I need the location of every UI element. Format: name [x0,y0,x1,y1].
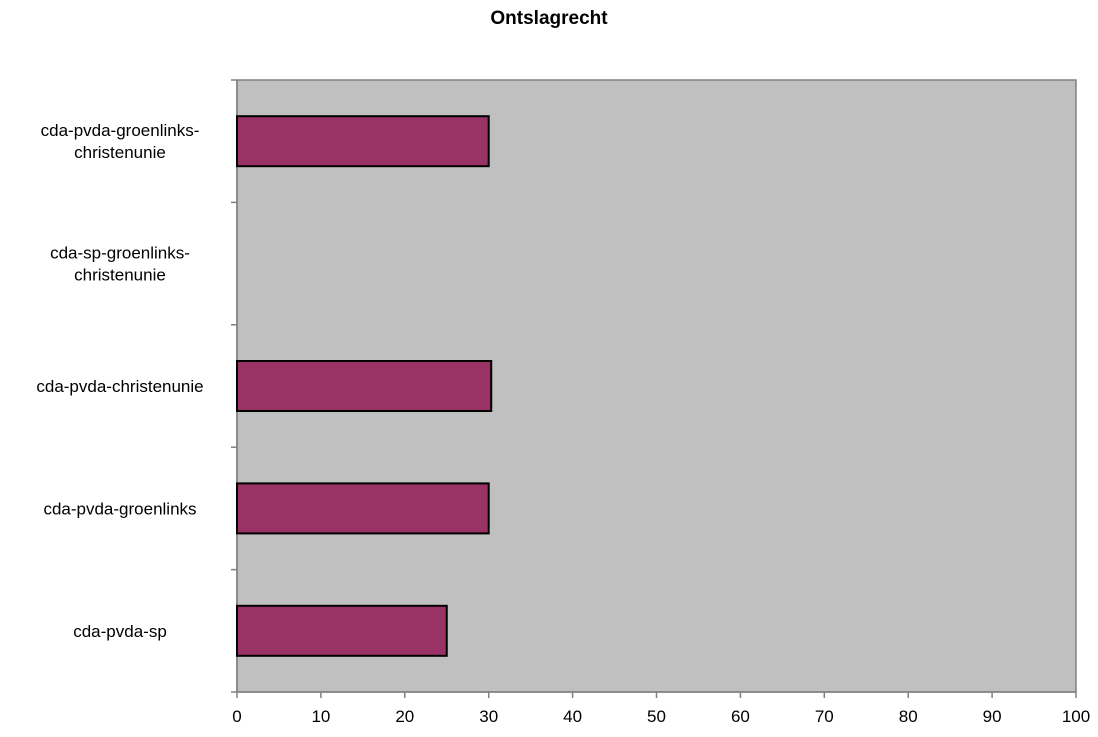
x-tick-label: 80 [899,707,918,726]
x-tick-label: 40 [563,707,582,726]
x-tick-label: 0 [232,707,241,726]
x-tick-label: 100 [1062,707,1090,726]
bar [236,482,490,535]
bar [236,115,490,168]
x-tick-label: 30 [479,707,498,726]
category-label: cda-pvda-groenlinks-christenunie [41,121,200,162]
category-label: cda-pvda-groenlinks [43,499,196,518]
category-label: cda-sp-groenlinks-christenunie [50,244,190,285]
x-tick-label: 60 [731,707,750,726]
chart-title: Ontslagrecht [490,8,608,29]
x-tick-label: 90 [983,707,1002,726]
category-label: cda-pvda-sp [73,622,167,641]
x-tick-label: 20 [395,707,414,726]
x-tick-label: 10 [311,707,330,726]
x-tick-label: 70 [815,707,834,726]
bar [236,604,448,657]
category-label: cda-pvda-christenunie [36,377,203,396]
bar [236,360,493,412]
x-tick-label: 50 [647,707,666,726]
